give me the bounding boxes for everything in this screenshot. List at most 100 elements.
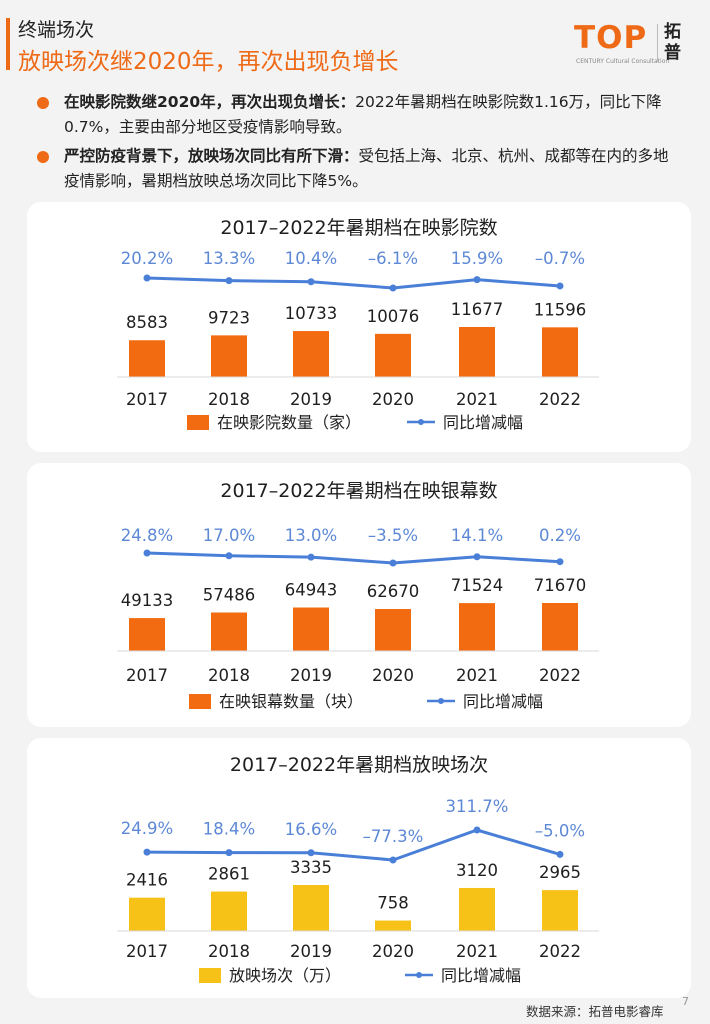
cinemas-chart: 2017–2022年暑期档在映影院数 8583 2017 9723 2018 10733 2… <box>117 217 599 432</box>
growth-point <box>143 848 151 856</box>
bar-mark <box>542 890 578 931</box>
growth-value-label: –5.0% <box>535 821 585 840</box>
growth-value-label: 24.9% <box>121 819 173 838</box>
chart-card-screens: 2017–2022年暑期档在映银幕数 49133 2017 57486 2018 6494… <box>27 463 691 727</box>
header-accent-bar <box>6 18 10 70</box>
x-tick-label: 2021 <box>456 666 498 685</box>
bar-value-label: 10733 <box>285 304 338 323</box>
bar-value-label: 71524 <box>451 576 504 595</box>
data-source: 数据来源：拓普电影睿库 <box>526 1004 664 1019</box>
bullet-item: 在映影院数继2020年，再次出现负增长：2022年暑期档在映影院数1.16万，同… <box>34 90 684 140</box>
growth-value-label: 15.9% <box>451 249 503 268</box>
growth-point <box>473 276 481 284</box>
growth-value-label: 17.0% <box>203 526 255 545</box>
growth-line <box>146 828 561 862</box>
legend-bar-swatch <box>199 968 221 983</box>
page-header: 终端场次 放映场次继2020年，再次出现负增长 <box>0 0 710 80</box>
bar-value-label: 758 <box>377 894 409 913</box>
bar-value-label: 9723 <box>208 308 250 327</box>
bar-mark <box>293 607 329 651</box>
growth-value-label: 18.4% <box>203 820 255 839</box>
x-tick-label: 2019 <box>290 390 332 409</box>
bar-value-label: 2416 <box>126 871 168 890</box>
legend-line-label: 同比增减幅 <box>441 966 521 985</box>
growth-point <box>473 553 481 561</box>
chart-title: 2017–2022年暑期档放映场次 <box>230 754 488 776</box>
legend-bar-label: 在映影院数量（家） <box>217 413 361 432</box>
brand-logo: TOP CENTURY Cultural Consultation 拓普 <box>574 20 694 70</box>
bar-mark <box>129 618 165 651</box>
bar-value-label: 62670 <box>367 582 420 601</box>
x-tick-label: 2017 <box>126 390 168 409</box>
growth-point <box>389 559 397 567</box>
chart-card-cinemas: 2017–2022年暑期档在映影院数 8583 2017 9723 2018 10733 2… <box>27 202 691 452</box>
x-tick-label: 2022 <box>539 942 581 961</box>
growth-point <box>143 274 151 282</box>
legend-line-dot <box>418 419 424 425</box>
x-tick-label: 2022 <box>539 666 581 685</box>
bar-value-label: 11677 <box>451 300 504 319</box>
legend-line-label: 同比增减幅 <box>463 692 543 711</box>
growth-point <box>556 850 564 858</box>
x-tick-label: 2018 <box>208 390 250 409</box>
logo-tagline: CENTURY Cultural Consultation <box>576 58 670 65</box>
x-tick-label: 2020 <box>372 942 414 961</box>
bullet-text: 2022年暑期档在映影院数1.16万，同比下降0.7%，主要由部分地区受疫情影响… <box>64 93 662 136</box>
bar-value-label: 2861 <box>208 865 250 884</box>
bullet-lead: 严控防疫背景下，放映场次同比有所下滑： <box>64 147 359 165</box>
x-tick-label: 2019 <box>290 942 332 961</box>
bar-value-label: 71670 <box>534 576 587 595</box>
legend-bar-label: 在映银幕数量（块） <box>219 692 363 711</box>
growth-value-label: 16.6% <box>285 820 337 839</box>
logo-mark: TOP <box>574 20 648 56</box>
bar-mark <box>129 897 165 931</box>
growth-value-label: 20.2% <box>121 249 173 268</box>
bar-mark <box>459 887 495 931</box>
growth-point <box>556 558 564 566</box>
bar-mark <box>375 920 411 931</box>
bar-value-label: 3335 <box>290 858 332 877</box>
bar-mark <box>459 327 495 377</box>
legend-bar-swatch <box>187 415 209 430</box>
x-tick-label: 2020 <box>372 666 414 685</box>
x-tick-label: 2018 <box>208 666 250 685</box>
showings-chart: 2017–2022年暑期档放映场次 2416 2017 2861 2018 3335 201… <box>117 754 599 985</box>
page-title: 放映场次继2020年，再次出现负增长 <box>18 49 399 75</box>
growth-point <box>307 278 315 286</box>
growth-point <box>473 826 481 834</box>
legend-bar-swatch <box>189 694 211 709</box>
bar-value-label: 11596 <box>534 300 587 319</box>
growth-point <box>307 553 315 561</box>
growth-point <box>225 552 233 560</box>
bullet-item: 严控防疫背景下，放映场次同比有所下滑：受包括上海、北京、杭州、成都等在内的多地疫… <box>34 144 684 194</box>
growth-line <box>146 551 561 565</box>
bar-value-label: 8583 <box>126 313 168 332</box>
bar-mark <box>129 340 165 377</box>
section-subtitle: 终端场次 <box>18 19 95 41</box>
bullet-lead: 在映影院数继2020年，再次出现负增长： <box>64 93 356 111</box>
bar-mark <box>211 335 247 377</box>
x-tick-label: 2019 <box>290 666 332 685</box>
x-tick-label: 2017 <box>126 666 168 685</box>
legend-line-dot <box>438 698 444 704</box>
bar-mark <box>542 327 578 377</box>
bar-mark <box>375 609 411 651</box>
summary-bullets: 在映影院数继2020年，再次出现负增长：2022年暑期档在映影院数1.16万，同… <box>34 90 684 198</box>
chart-title: 2017–2022年暑期档在映银幕数 <box>220 480 497 502</box>
growth-value-label: 311.7% <box>446 797 509 816</box>
logo-divider <box>657 24 658 62</box>
growth-point <box>225 277 233 285</box>
growth-value-label: –0.7% <box>535 249 585 268</box>
x-tick-label: 2018 <box>208 942 250 961</box>
bar-value-label: 2965 <box>539 863 581 882</box>
bar-mark <box>542 603 578 651</box>
growth-point <box>556 282 564 290</box>
growth-value-label: 13.0% <box>285 526 337 545</box>
growth-point <box>143 549 151 557</box>
growth-value-label: 13.3% <box>203 249 255 268</box>
legend-bar-label: 放映场次（万） <box>229 966 341 985</box>
bar-mark <box>293 885 329 931</box>
bar-mark <box>293 331 329 377</box>
growth-value-label: 14.1% <box>451 526 503 545</box>
growth-value-label: 24.8% <box>121 526 173 545</box>
